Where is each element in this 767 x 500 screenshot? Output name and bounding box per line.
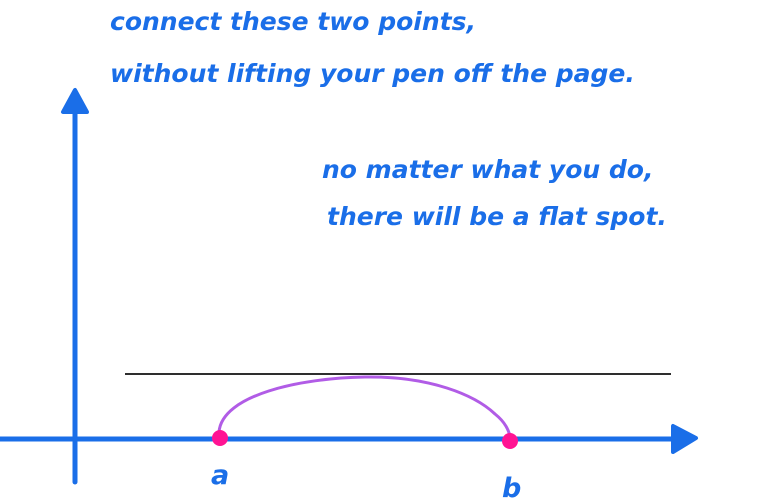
connecting-curve xyxy=(217,375,513,442)
x-axis xyxy=(0,424,698,454)
point-b-label: b xyxy=(502,473,521,500)
observation-line-1: no matter what you do, xyxy=(322,155,653,184)
observation-line-2: there will be a flat spot. xyxy=(327,202,667,231)
point-a-label: a xyxy=(211,460,229,491)
y-axis-arrowhead xyxy=(61,88,89,114)
point-a xyxy=(212,430,228,446)
instruction-line-2: without lifting your pen off the page. xyxy=(110,59,635,88)
y-axis xyxy=(61,88,89,485)
point-b xyxy=(502,433,518,449)
x-axis-arrowhead xyxy=(671,424,698,454)
instruction-line-1: connect these two points, xyxy=(110,7,476,36)
